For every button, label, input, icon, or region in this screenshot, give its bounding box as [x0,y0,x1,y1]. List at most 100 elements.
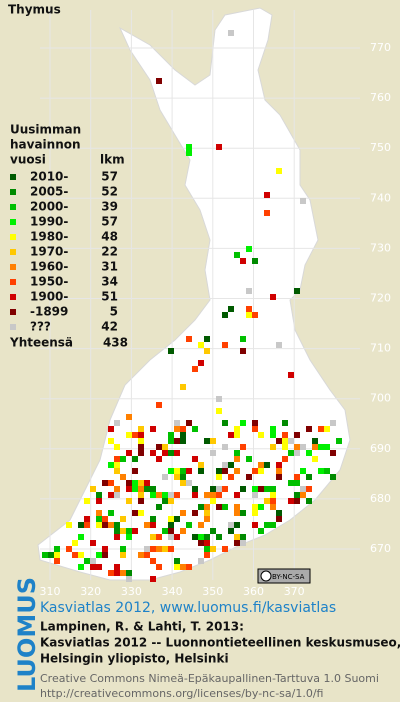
observation-cell [156,564,162,570]
observation-cell [240,336,246,342]
observation-cell [138,426,144,432]
legend-heading: vuosi [10,153,46,167]
observation-cell [156,444,162,450]
observation-cell [168,348,174,354]
observation-cell [264,462,270,468]
observation-cell [264,522,270,528]
observation-cell [84,516,90,522]
observation-cell [114,564,120,570]
observation-cell [54,558,60,564]
license: http://creativecommons.org/licenses/by-n… [40,687,323,700]
observation-cell [228,528,234,534]
observation-cell [192,426,198,432]
observation-cell [114,522,120,528]
observation-cell [78,564,84,570]
legend-swatch [10,279,16,285]
observation-cell [192,486,198,492]
observation-cell [252,504,258,510]
observation-cell [168,492,174,498]
legend-count: 51 [101,290,118,304]
observation-cell [270,294,276,300]
observation-cell [96,498,102,504]
observation-cell [240,444,246,450]
observation-cell [150,546,156,552]
observation-cell [156,492,162,498]
legend-count: 48 [101,230,118,244]
citation: Helsingin yliopisto, Helsinki [40,652,229,666]
observation-cell [222,312,228,318]
observation-cell [174,516,180,522]
legend-swatch [10,294,16,300]
observation-cell [162,528,168,534]
observation-cell [168,528,174,534]
observation-cell [330,420,336,426]
observation-cell [204,516,210,522]
observation-cell [126,414,132,420]
observation-cell [252,486,258,492]
observation-cell [138,444,144,450]
observation-cell [132,456,138,462]
observation-cell [192,456,198,462]
observation-cell [306,486,312,492]
observation-cell [144,546,150,552]
observation-cell [198,342,204,348]
observation-cell [246,288,252,294]
observation-cell [300,444,306,450]
observation-cell [96,564,102,570]
legend-count: 57 [101,170,118,184]
observation-cell [246,246,252,252]
observation-cell [294,450,300,456]
observation-cell [162,546,168,552]
observation-cell [204,438,210,444]
observation-cell [264,486,270,492]
observation-cell [108,462,114,468]
observation-cell [306,474,312,480]
observation-cell [150,426,156,432]
observation-cell [258,462,264,468]
x-grid-label: 350 [202,585,223,598]
observation-cell [204,504,210,510]
observation-cell [222,546,228,552]
legend-label: 1970- [30,245,68,259]
observation-cell [252,420,258,426]
observation-cell [330,450,336,456]
observation-cell [114,456,120,462]
observation-cell [240,510,246,516]
observation-cell [168,534,174,540]
observation-cell [228,522,234,528]
observation-cell [126,570,132,576]
observation-cell [312,438,318,444]
observation-cell [186,522,192,528]
observation-cell [210,546,216,552]
observation-cell [222,462,228,468]
observation-cell [276,510,282,516]
observation-cell [180,510,186,516]
observation-cell [138,498,144,504]
observation-cell [312,456,318,462]
observation-cell [174,492,180,498]
observation-cell [210,498,216,504]
observation-cell [240,258,246,264]
observation-cell [162,444,168,450]
observation-cell [198,540,204,546]
observation-cell [276,168,282,174]
observation-cell [204,492,210,498]
observation-cell [120,570,126,576]
observation-cell [120,474,126,480]
observation-cell [168,516,174,522]
observation-cell [276,462,282,468]
observation-cell [108,426,114,432]
observation-cell [198,504,204,510]
observation-cell [126,480,132,486]
legend-count: 57 [101,215,118,229]
title: Thymus [8,3,61,17]
observation-cell [294,288,300,294]
observation-cell [264,498,270,504]
observation-cells [42,30,342,582]
legend-swatch [10,219,16,225]
observation-cell [84,558,90,564]
observation-cell [252,468,258,474]
legend-swatch [10,204,16,210]
observation-cell [258,468,264,474]
observation-cell [204,336,210,342]
